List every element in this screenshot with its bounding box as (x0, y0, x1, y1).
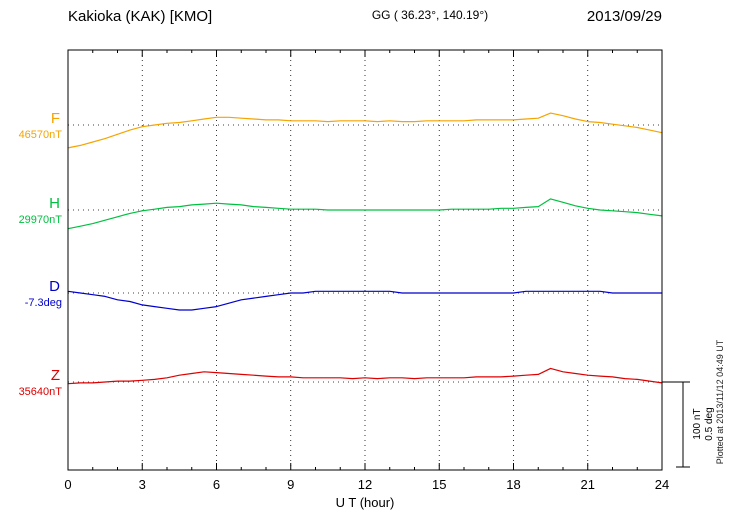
x-tick-label-24: 24 (655, 477, 669, 492)
series-value-H: 29970nT (19, 214, 63, 226)
x-axis-label: U T (hour) (336, 495, 395, 510)
x-tick-label-21: 21 (581, 477, 595, 492)
series-label-Z: Z (51, 367, 60, 384)
trace-Z (67, 367, 663, 385)
series-value-Z: 35640nT (19, 386, 63, 398)
series-value-D: -7.3deg (25, 297, 62, 309)
gridlines-layer (141, 50, 589, 470)
trace-H (67, 198, 663, 230)
x-tick-label-6: 6 (213, 477, 220, 492)
tick-labels-layer: 0 3 6 9 12 15 18 21 24 (64, 477, 669, 492)
traces-layer (67, 112, 663, 385)
baselines-layer (68, 124, 662, 383)
x-tick-label-15: 15 (432, 477, 446, 492)
plot-frame (67, 49, 663, 471)
page-title: Kakioka (KAK) [KMO] (68, 8, 212, 25)
series-value-F: 46570nT (19, 129, 63, 141)
trace-F (67, 112, 663, 149)
series-label-D: D (49, 278, 60, 295)
station-coordinates: GG ( 36.23°, 140.19°) (372, 8, 488, 22)
date-label: 2013/09/29 (587, 8, 662, 25)
x-tick-label-3: 3 (139, 477, 146, 492)
scale-bar: 100 nT 0.5 deg (662, 381, 715, 468)
x-tick-label-0: 0 (64, 477, 71, 492)
scale-label-deg: 0.5 deg (704, 407, 715, 440)
x-tick-label-18: 18 (506, 477, 520, 492)
x-tick-label-9: 9 (287, 477, 294, 492)
series-label-H: H (49, 195, 60, 212)
scale-label-nt: 100 nT (692, 408, 703, 439)
plotted-at-label: Plotted at 2013/11/12 04:49 UT (715, 339, 725, 464)
x-tick-label-12: 12 (358, 477, 372, 492)
trace-D (67, 290, 663, 311)
series-labels-layer: F 46570nT H 29970nT D -7.3deg Z 35640nT (19, 110, 63, 398)
series-label-F: F (51, 110, 60, 127)
